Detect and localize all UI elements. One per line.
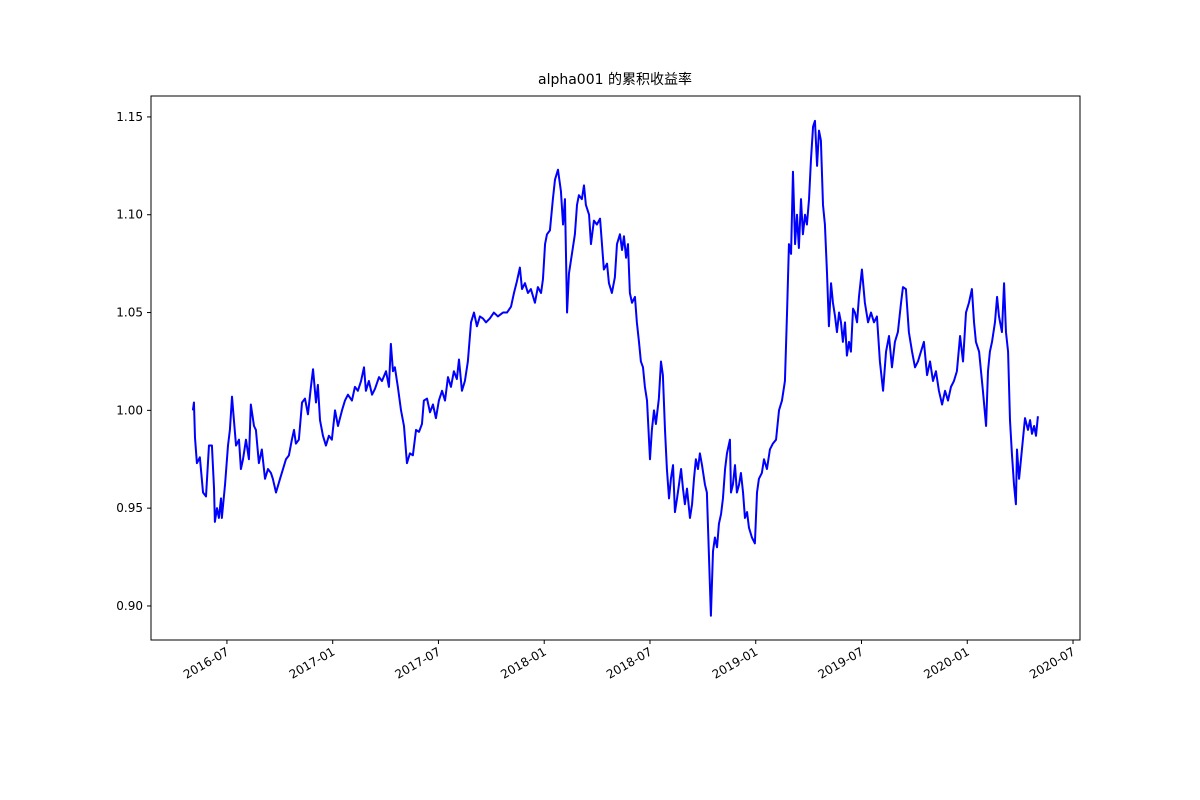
y-tick-label: 0.90 [116,599,143,613]
line [191,119,1039,617]
y-tick-label: 1.05 [116,306,143,320]
y-tick-label: 1.10 [116,208,143,222]
plot-frame [150,95,1081,641]
y-tick-label: 1.15 [116,110,143,124]
chart-title: alpha001 的累积收益率 [538,71,692,88]
y-tick-label: 1.00 [116,403,143,417]
y-tick-label: 0.95 [116,501,143,515]
